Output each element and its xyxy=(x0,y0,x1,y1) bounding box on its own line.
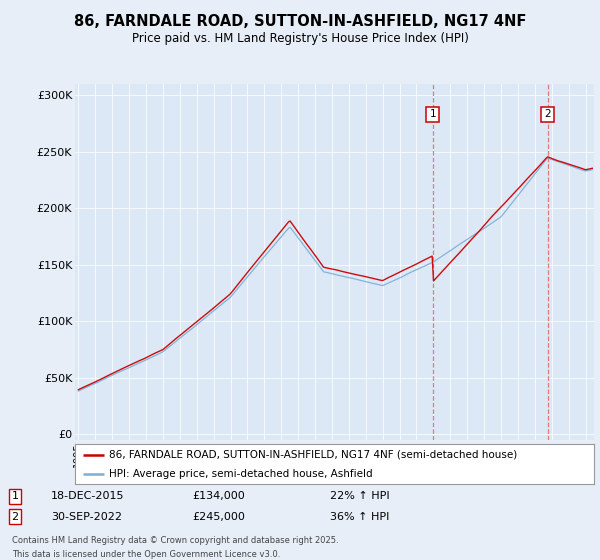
Text: This data is licensed under the Open Government Licence v3.0.: This data is licensed under the Open Gov… xyxy=(12,550,280,559)
Text: HPI: Average price, semi-detached house, Ashfield: HPI: Average price, semi-detached house,… xyxy=(109,469,373,478)
Text: £245,000: £245,000 xyxy=(192,512,245,521)
Text: 86, FARNDALE ROAD, SUTTON-IN-ASHFIELD, NG17 4NF: 86, FARNDALE ROAD, SUTTON-IN-ASHFIELD, N… xyxy=(74,14,526,29)
Text: 86, FARNDALE ROAD, SUTTON-IN-ASHFIELD, NG17 4NF (semi-detached house): 86, FARNDALE ROAD, SUTTON-IN-ASHFIELD, N… xyxy=(109,450,517,460)
Text: 1: 1 xyxy=(430,110,436,119)
Text: Contains HM Land Registry data © Crown copyright and database right 2025.: Contains HM Land Registry data © Crown c… xyxy=(12,536,338,545)
Text: 2: 2 xyxy=(544,110,551,119)
Text: 2: 2 xyxy=(11,512,19,521)
Text: £134,000: £134,000 xyxy=(192,492,245,501)
Text: 30-SEP-2022: 30-SEP-2022 xyxy=(51,512,122,521)
Text: 36% ↑ HPI: 36% ↑ HPI xyxy=(330,512,389,521)
Text: 18-DEC-2015: 18-DEC-2015 xyxy=(51,492,125,501)
Text: Price paid vs. HM Land Registry's House Price Index (HPI): Price paid vs. HM Land Registry's House … xyxy=(131,32,469,45)
Text: 22% ↑ HPI: 22% ↑ HPI xyxy=(330,492,389,501)
Text: 1: 1 xyxy=(11,492,19,501)
